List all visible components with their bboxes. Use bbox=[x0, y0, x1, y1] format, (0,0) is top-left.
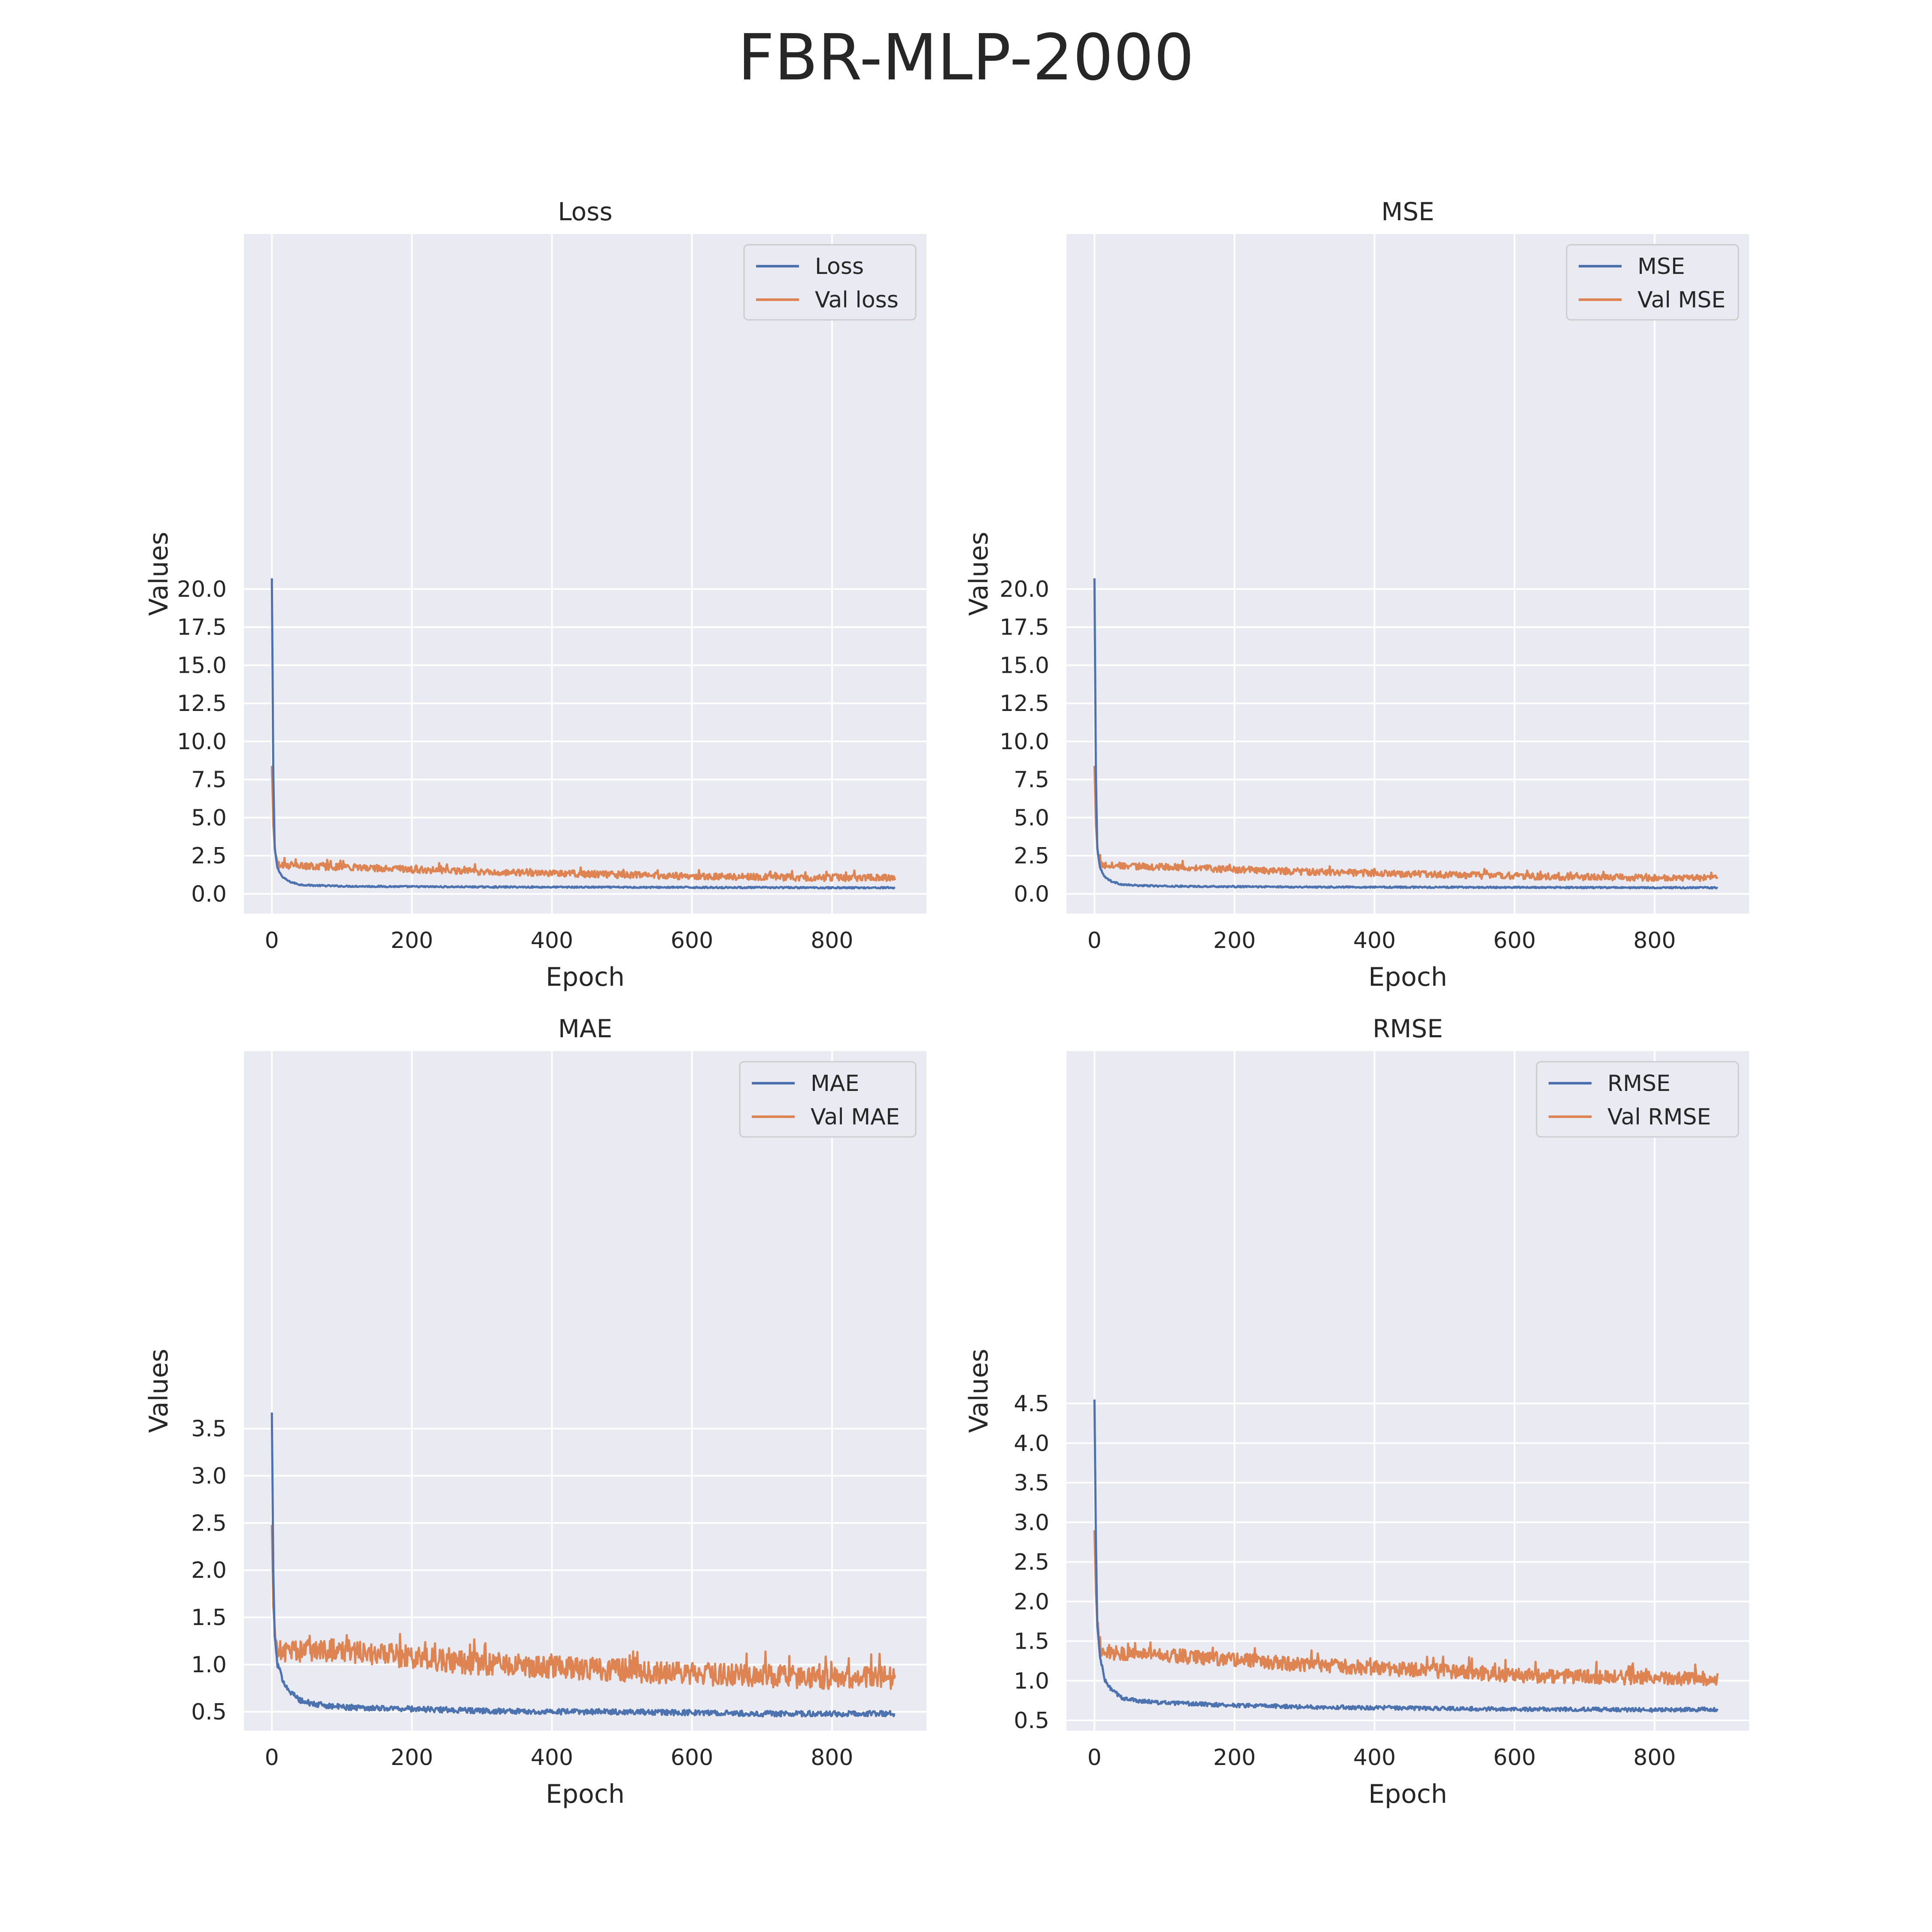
x-axis-label: Epoch bbox=[546, 962, 625, 992]
y-tick-label: 2.5 bbox=[191, 1510, 227, 1536]
legend-entry: RMSE bbox=[1607, 1071, 1671, 1097]
legend-entry: Val loss bbox=[815, 287, 899, 313]
y-tick-label: 0.5 bbox=[191, 1699, 227, 1725]
plot-area bbox=[244, 1051, 927, 1731]
y-tick-label: 10.0 bbox=[177, 729, 227, 755]
legend-entry: Val RMSE bbox=[1607, 1104, 1711, 1130]
x-tick-label: 800 bbox=[1633, 1745, 1676, 1771]
legend-box bbox=[739, 1061, 917, 1138]
y-tick-label: 20.0 bbox=[999, 577, 1049, 602]
x-tick-label: 0 bbox=[265, 1745, 279, 1771]
legend-box bbox=[743, 244, 917, 321]
x-tick-label: 600 bbox=[1493, 1745, 1536, 1771]
y-tick-label: 0.5 bbox=[1014, 1708, 1049, 1734]
y-tick-label: 10.0 bbox=[999, 729, 1049, 755]
series-line-mae bbox=[270, 1413, 896, 1718]
y-tick-label: 17.5 bbox=[999, 615, 1049, 641]
plot-area bbox=[1066, 1051, 1749, 1731]
y-tick-label: 0.0 bbox=[1014, 881, 1049, 907]
y-tick-label: 5.0 bbox=[1014, 805, 1049, 831]
x-tick-label: 600 bbox=[671, 928, 713, 954]
y-axis-label: Values bbox=[964, 532, 994, 616]
x-tick-label: 200 bbox=[391, 1745, 433, 1771]
y-tick-label: 15.0 bbox=[999, 653, 1049, 678]
y-tick-label: 1.0 bbox=[1014, 1668, 1049, 1694]
panel-title: MSE bbox=[1381, 197, 1434, 226]
y-axis-label: Values bbox=[144, 532, 174, 616]
y-tick-label: 4.0 bbox=[1014, 1431, 1049, 1456]
y-axis-label: Values bbox=[144, 1349, 174, 1433]
y-tick-label: 2.5 bbox=[1014, 1549, 1049, 1575]
x-axis-label: Epoch bbox=[1368, 1779, 1447, 1809]
y-tick-label: 1.0 bbox=[191, 1652, 227, 1678]
y-tick-label: 15.0 bbox=[177, 653, 227, 678]
legend-box bbox=[1536, 1061, 1739, 1138]
y-tick-label: 1.5 bbox=[191, 1605, 227, 1631]
y-tick-label: 2.0 bbox=[1014, 1589, 1049, 1615]
legend-entry: Loss bbox=[815, 254, 864, 279]
y-tick-label: 2.5 bbox=[1014, 843, 1049, 869]
y-tick-label: 12.5 bbox=[999, 691, 1049, 717]
y-tick-label: 3.0 bbox=[191, 1463, 227, 1489]
panel-loss: 0 200 400 600 800 0.0 2.5 5.0 7.5 10.0 12.5 15.0 17.… bbox=[144, 197, 927, 992]
legend-entry: Val MAE bbox=[811, 1104, 900, 1130]
series-line-val-mse bbox=[1093, 766, 1719, 882]
y-tick-label: 0.0 bbox=[191, 881, 227, 907]
panel-title: MAE bbox=[558, 1014, 612, 1043]
series-line-rmse bbox=[1093, 1399, 1719, 1713]
legend-entry: MAE bbox=[811, 1071, 859, 1097]
y-tick-label: 3.5 bbox=[191, 1416, 227, 1442]
y-tick-label: 1.5 bbox=[1014, 1629, 1049, 1655]
x-tick-label: 400 bbox=[531, 1745, 573, 1771]
y-tick-label: 17.5 bbox=[177, 615, 227, 641]
series-line-mse bbox=[1093, 578, 1719, 890]
x-tick-label: 400 bbox=[1353, 928, 1396, 954]
y-tick-label: 7.5 bbox=[1014, 767, 1049, 793]
x-tick-label: 200 bbox=[391, 928, 433, 954]
legend-box bbox=[1566, 244, 1739, 321]
x-tick-label: 0 bbox=[1088, 1745, 1102, 1771]
series-line-val-rmse bbox=[1093, 1530, 1719, 1686]
x-tick-label: 400 bbox=[531, 928, 573, 954]
x-axis-label: Epoch bbox=[546, 1779, 625, 1809]
x-tick-label: 200 bbox=[1213, 1745, 1256, 1771]
panel-mse: 0 200 400 600 800 0.0 2.5 5.0 7.5 10.0 12.5 15.0 17.… bbox=[964, 197, 1749, 992]
x-tick-label: 800 bbox=[811, 1745, 853, 1771]
y-tick-label: 3.0 bbox=[1014, 1510, 1049, 1536]
panel-rmse: 0 200 400 600 800 0.5 1.0 1.5 2.0 2.5 3.0 3.5 4.0 4.5… bbox=[964, 1014, 1749, 1809]
x-tick-label: 400 bbox=[1353, 1745, 1396, 1771]
y-tick-label: 20.0 bbox=[177, 577, 227, 602]
panel-title: RMSE bbox=[1373, 1014, 1443, 1043]
y-axis-label: Values bbox=[964, 1349, 994, 1433]
y-tick-label: 7.5 bbox=[191, 767, 227, 793]
x-tick-label: 0 bbox=[1088, 928, 1102, 954]
y-tick-label: 2.0 bbox=[191, 1558, 227, 1583]
series-line-loss bbox=[270, 578, 896, 890]
y-tick-label: 2.5 bbox=[191, 843, 227, 869]
x-tick-label: 0 bbox=[265, 928, 279, 954]
x-axis-label: Epoch bbox=[1368, 962, 1447, 992]
plot-area bbox=[1066, 234, 1749, 914]
y-tick-label: 5.0 bbox=[191, 805, 227, 831]
legend-entry: Val MSE bbox=[1637, 287, 1725, 313]
series-line-val-loss bbox=[270, 766, 896, 882]
x-tick-label: 600 bbox=[1493, 928, 1536, 954]
x-tick-label: 800 bbox=[811, 928, 853, 954]
y-tick-label: 12.5 bbox=[177, 691, 227, 717]
x-tick-label: 600 bbox=[671, 1745, 713, 1771]
y-tick-label: 4.5 bbox=[1014, 1391, 1049, 1417]
x-tick-label: 200 bbox=[1213, 928, 1256, 954]
x-tick-label: 800 bbox=[1633, 928, 1676, 954]
figure-title: FBR-MLP-2000 bbox=[738, 21, 1194, 94]
panel-mae: 0 200 400 600 800 0.5 1.0 1.5 2.0 2.5 3.0 3.5 MAE Epo… bbox=[144, 1014, 927, 1809]
plot-area bbox=[244, 234, 927, 914]
legend-entry: MSE bbox=[1637, 254, 1685, 279]
panel-title: Loss bbox=[558, 197, 612, 226]
series-line-val-mae bbox=[270, 1525, 896, 1690]
y-tick-label: 3.5 bbox=[1014, 1470, 1049, 1496]
